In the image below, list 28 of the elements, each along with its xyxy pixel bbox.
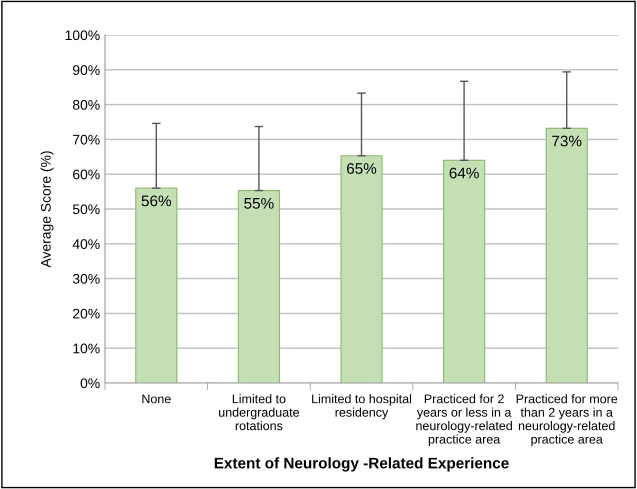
- y-axis-title: Average Score (%): [40, 151, 54, 268]
- x-tick-label: Practiced for more than 2 years in a neurology-related practice area: [516, 394, 618, 446]
- y-tick-label: 40%: [72, 239, 100, 249]
- x-tick-label: Practiced for 2 years or less in a neurology-related practice area: [416, 394, 512, 446]
- data-label: 64%: [450, 168, 479, 178]
- data-label: 55%: [244, 198, 274, 209]
- data-label: 56%: [142, 195, 172, 206]
- bar: [238, 190, 280, 383]
- bar: [546, 128, 588, 383]
- x-tick-label: Limited to undergraduate rotations: [219, 394, 300, 430]
- x-tick-label: None: [142, 394, 171, 404]
- y-tick-label: 70%: [73, 134, 100, 145]
- y-tick-label: 80%: [72, 100, 100, 110]
- data-label: 65%: [346, 163, 376, 174]
- y-tick-label: 50%: [72, 204, 100, 214]
- x-tick-label: Limited to hospital residency: [312, 394, 412, 420]
- y-tick-label: 60%: [73, 170, 100, 180]
- y-tick-label: 0%: [80, 378, 100, 388]
- bar: [443, 160, 486, 383]
- y-tick-label: 20%: [73, 308, 100, 319]
- x-axis-title: Extent of Neurology -Related Experience: [214, 457, 509, 472]
- bar: [135, 188, 178, 383]
- y-tick-label: 30%: [72, 274, 100, 284]
- y-tick-label: 90%: [72, 65, 100, 75]
- data-label: 73%: [552, 136, 582, 146]
- bar: [340, 155, 383, 383]
- y-tick-label: 10%: [73, 344, 100, 354]
- y-tick-label: 100%: [66, 30, 100, 40]
